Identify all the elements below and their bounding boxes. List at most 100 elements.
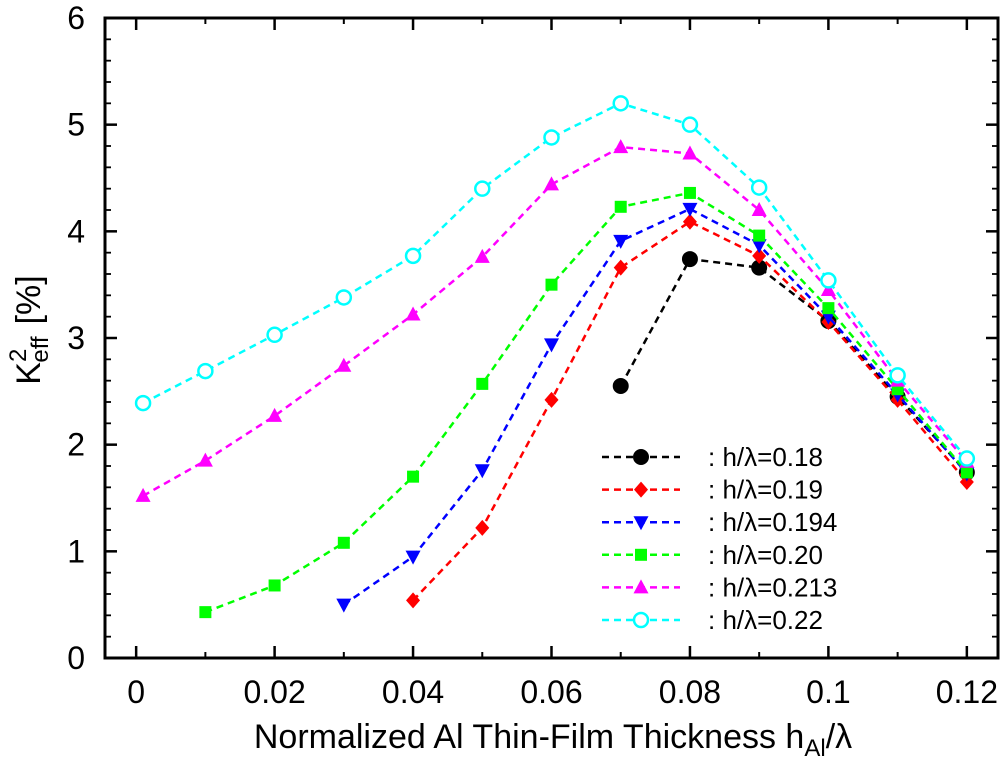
data-point — [682, 202, 698, 217]
series-line — [142, 145, 968, 497]
x-axis-label: Normalized Al Thin-Film Thickness hAl/λ — [254, 718, 852, 759]
data-point — [335, 289, 353, 306]
data-point — [958, 450, 976, 467]
legend-layer: : h/λ=0.18: h/λ=0.19: h/λ=0.194: h/λ=0.2… — [602, 442, 837, 635]
series-1 — [406, 213, 974, 609]
y-axis-label-superscript: 2 — [5, 349, 32, 362]
data-point — [751, 202, 767, 216]
data-point — [337, 536, 350, 549]
data-point — [199, 606, 212, 619]
y-axis-label: K2eff [%] — [5, 275, 54, 384]
x-axis-label-main: Normalized Al Thin-Film Thickness h — [254, 718, 804, 756]
legend-entry: : h/λ=0.22 — [602, 605, 823, 635]
data-point — [197, 362, 214, 380]
y-axis-label-unit: [%] — [10, 275, 48, 324]
y-tick-label: 6 — [67, 0, 85, 36]
series-layer — [134, 95, 976, 619]
y-tick-label: 0 — [67, 640, 85, 676]
series-5 — [134, 95, 976, 467]
data-point — [266, 326, 283, 344]
legend-label: : h/λ=0.213 — [708, 572, 837, 602]
data-point — [406, 592, 421, 609]
data-point — [135, 487, 151, 502]
data-point — [544, 338, 559, 353]
legend-entry: : h/λ=0.18 — [602, 442, 823, 472]
data-point — [612, 378, 629, 394]
x-tick-label: 0.08 — [659, 674, 721, 710]
data-point — [407, 470, 420, 483]
data-point — [545, 278, 558, 291]
legend-label: : h/λ=0.19 — [708, 475, 823, 505]
legend-label: : h/λ=0.18 — [708, 442, 823, 472]
legend-marker — [635, 548, 647, 561]
legend-marker — [633, 579, 649, 594]
data-point — [612, 95, 629, 112]
data-point — [336, 357, 352, 372]
data-point — [613, 259, 628, 276]
data-point — [820, 282, 836, 296]
data-point — [822, 302, 835, 315]
data-point — [752, 247, 767, 264]
x-tick-label: 0.12 — [936, 674, 998, 710]
series-3 — [199, 186, 973, 619]
x-tick-label: 0.1 — [806, 674, 850, 710]
data-point — [613, 234, 629, 249]
x-tick-label: 0 — [127, 674, 145, 710]
legend-entry: : h/λ=0.19 — [602, 475, 823, 505]
legend-marker — [633, 516, 649, 531]
data-point — [268, 579, 281, 592]
data-point — [405, 550, 421, 565]
x-axis-label-subscript: Al — [804, 735, 825, 759]
series-2 — [336, 202, 975, 613]
series-line — [412, 220, 968, 602]
y-tick-label: 2 — [67, 427, 85, 463]
series-4 — [135, 139, 975, 502]
data-point — [404, 247, 422, 265]
legend-entry: : h/λ=0.194 — [602, 507, 837, 537]
data-point — [474, 180, 491, 197]
data-point — [820, 272, 837, 289]
plot-frame-layer — [103, 16, 1000, 660]
data-point — [474, 248, 490, 263]
data-point — [475, 519, 490, 536]
data-point — [960, 466, 973, 479]
ticks-layer: 0 0.02 0.04 0.06 0.08 0.1 0.12 0 1 2 3 4 5 6 — [67, 0, 998, 710]
data-point — [682, 213, 697, 230]
y-tick-label: 5 — [67, 107, 85, 143]
data-point — [753, 229, 766, 242]
legend-label: : h/λ=0.22 — [708, 605, 823, 635]
legend-entry: : h/λ=0.213 — [602, 572, 837, 602]
data-point — [613, 139, 629, 154]
x-axis-label-tail: /λ — [826, 718, 852, 756]
series-line — [204, 191, 968, 614]
data-point — [134, 394, 152, 412]
data-point — [681, 251, 698, 268]
x-tick-label: 0.04 — [382, 674, 444, 710]
y-axis-label-subscript: eff — [27, 336, 54, 363]
legend-entry: : h/λ=0.20 — [602, 540, 823, 570]
data-point — [682, 145, 698, 160]
data-point — [474, 464, 490, 479]
legend-label: : h/λ=0.194 — [708, 507, 837, 537]
x-tick-label: 0.06 — [520, 674, 582, 710]
data-point — [750, 179, 768, 196]
data-point — [336, 598, 352, 613]
data-point — [543, 129, 560, 146]
data-point — [476, 377, 489, 390]
data-point — [405, 306, 421, 321]
plot-frame — [103, 16, 1000, 660]
legend-label: : h/λ=0.20 — [708, 540, 823, 570]
y-axis-label-main: K — [10, 362, 48, 385]
legend-marker — [633, 449, 649, 465]
data-point — [683, 186, 696, 199]
y-tick-label: 4 — [67, 213, 85, 249]
series-line — [343, 207, 968, 606]
data-point — [267, 407, 283, 422]
y-tick-label: 3 — [67, 320, 85, 356]
data-point — [889, 367, 906, 384]
x-tick-label: 0.02 — [243, 674, 305, 710]
data-point — [681, 116, 699, 133]
data-point — [544, 391, 559, 408]
y-tick-label: 1 — [67, 533, 85, 569]
